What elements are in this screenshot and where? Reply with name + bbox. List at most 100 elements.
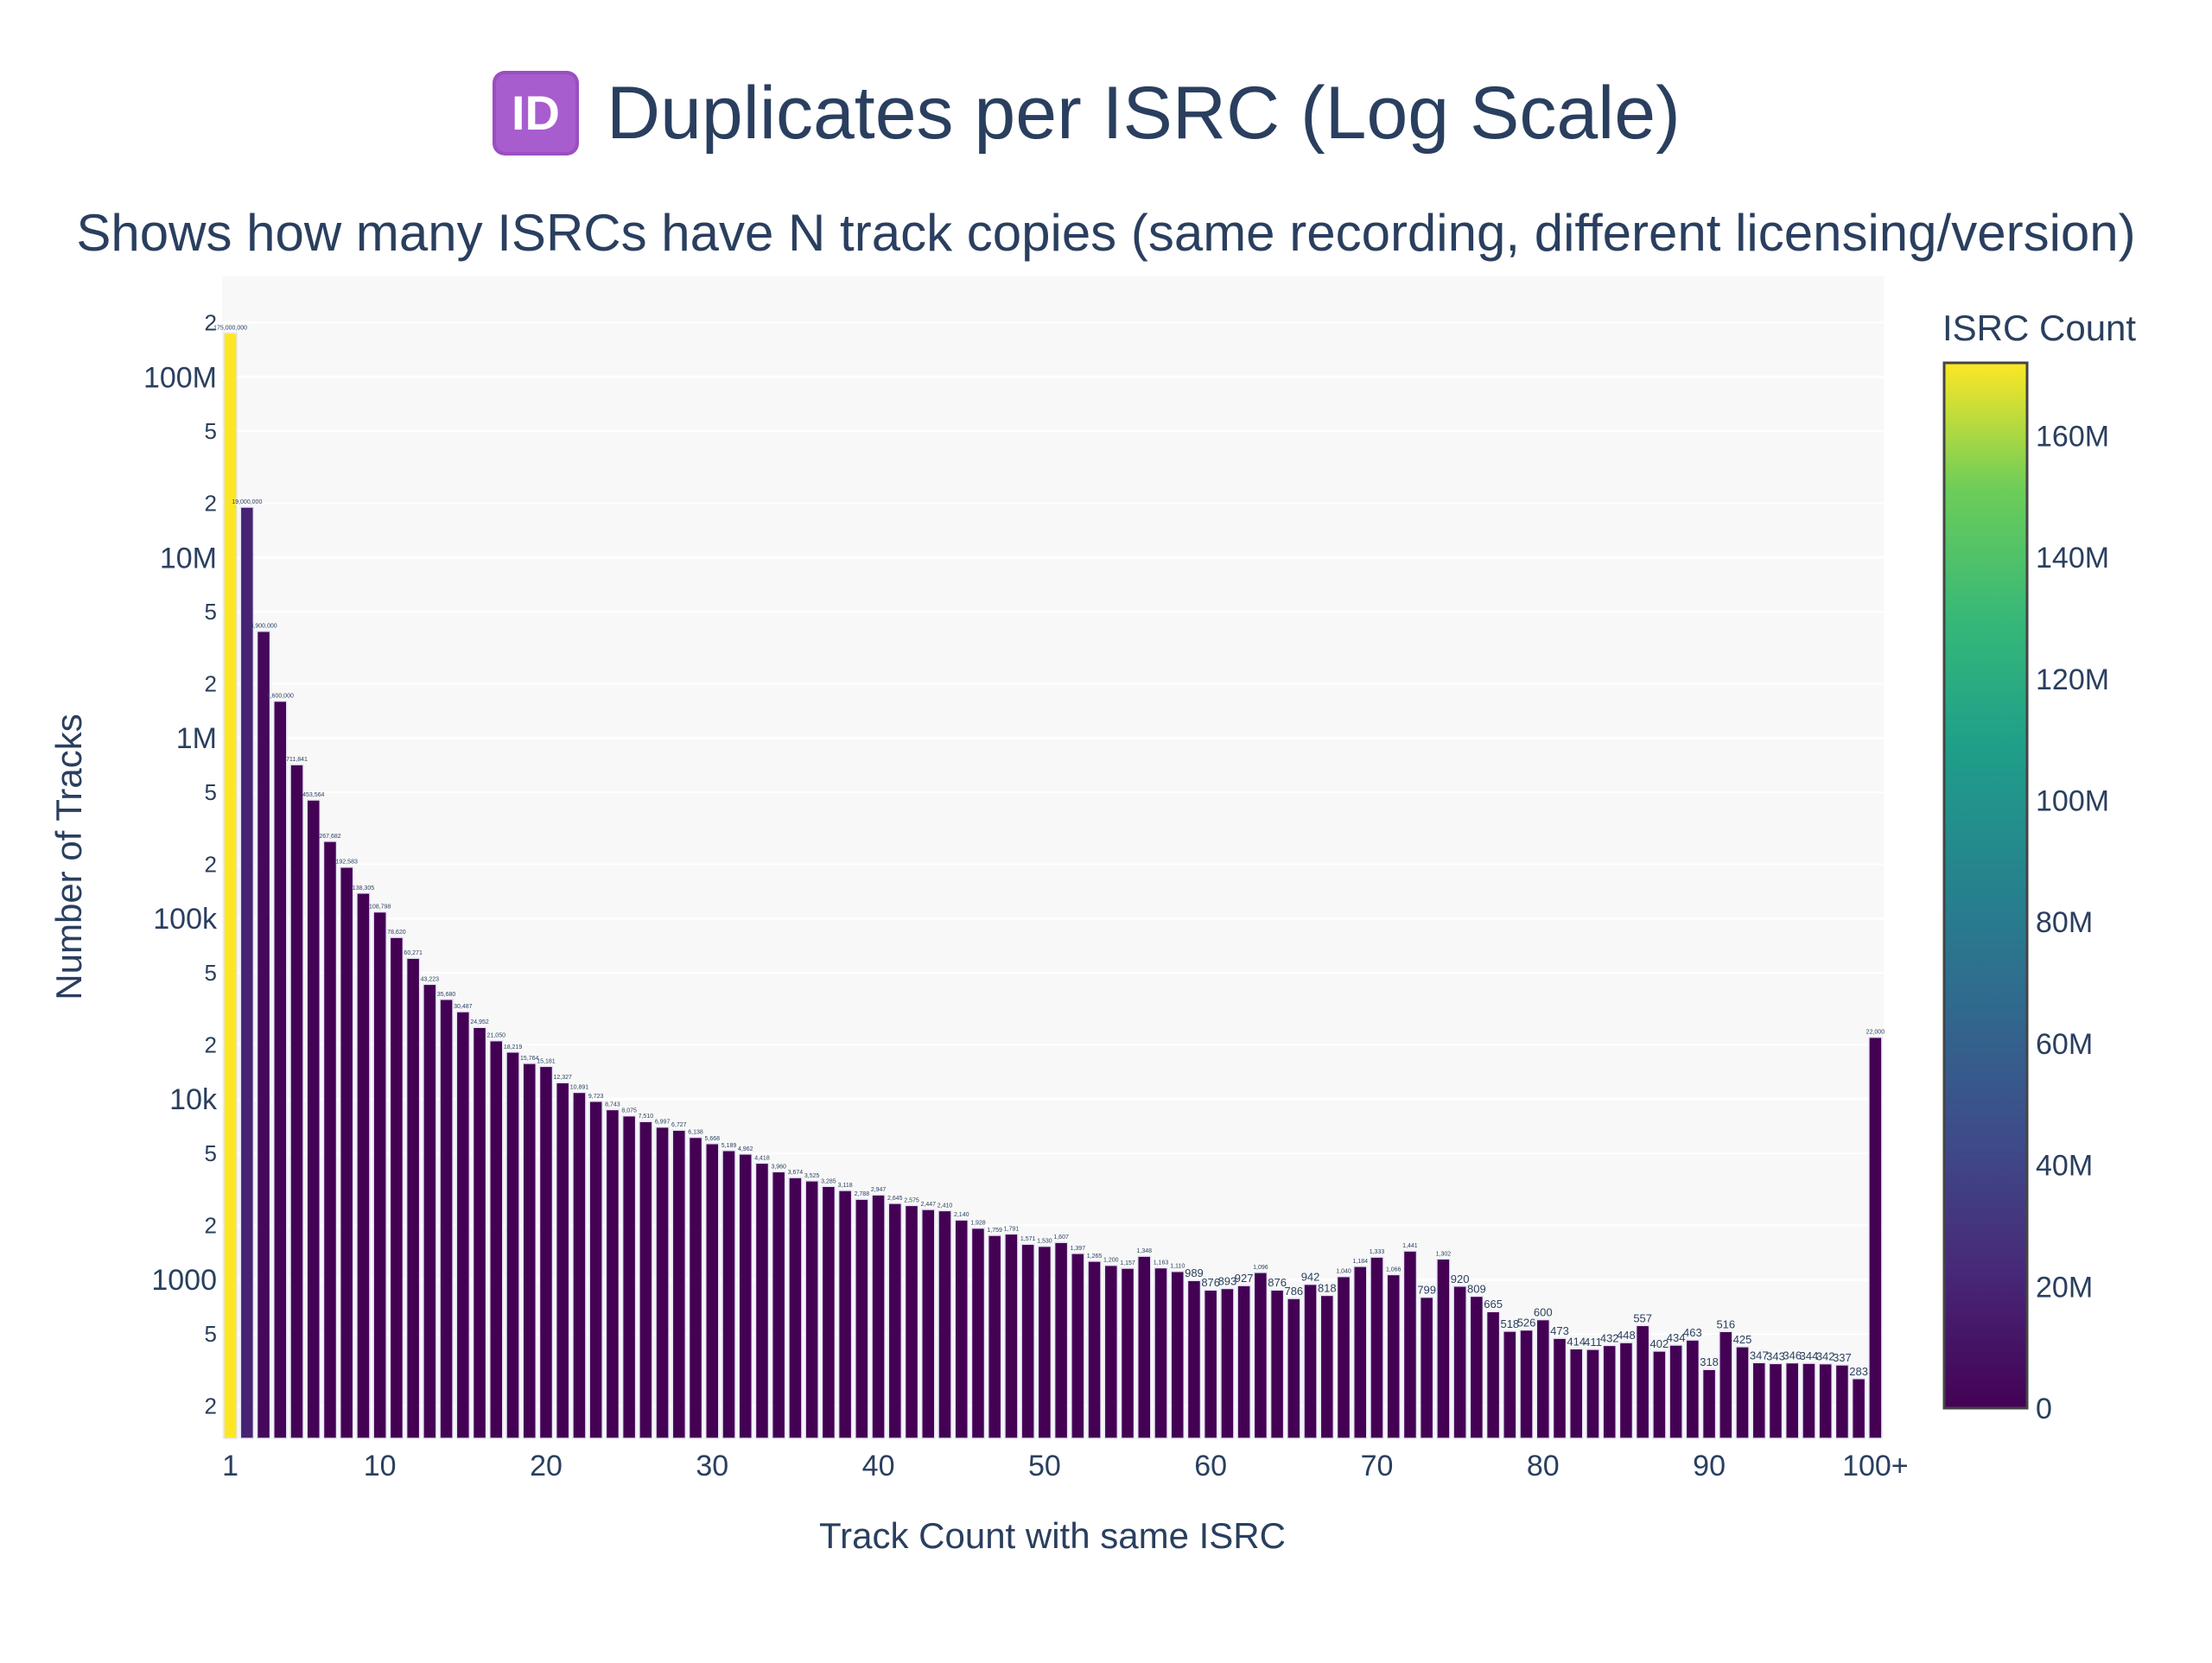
- y-tick-label: 10k: [169, 1083, 218, 1116]
- bar-2: [239, 506, 255, 1439]
- bar-41: [887, 1203, 903, 1439]
- plot-area: [222, 276, 1884, 1438]
- colorbar-tick-label: 120M: [2036, 663, 2109, 696]
- bar-value-label: 818: [1318, 1281, 1337, 1294]
- title-group: ID Duplicates per ISRC (Log Scale) Shows…: [76, 71, 2136, 262]
- bar-66: [1303, 1283, 1318, 1439]
- chart-title: Duplicates per ISRC (Log Scale): [607, 72, 1681, 155]
- colorbar-tick-label: 60M: [2036, 1028, 2093, 1061]
- y-tick-label: 5: [205, 779, 217, 805]
- bar-12: [405, 957, 421, 1439]
- bar-78: [1503, 1330, 1517, 1439]
- bar-17: [489, 1039, 504, 1439]
- bar-value-label: 22,000: [1866, 1030, 1885, 1036]
- colorbar-tick-label: 80M: [2036, 906, 2093, 939]
- bar-93: [1751, 1362, 1767, 1439]
- bar-value-label: 2,447: [921, 1202, 937, 1208]
- bar-value-label: 989: [1185, 1266, 1204, 1279]
- bar-value-label: 1,397: [1071, 1246, 1086, 1252]
- bar-96: [1802, 1362, 1816, 1439]
- bar-value-label: 1,163: [1154, 1260, 1169, 1266]
- y-axis-title: Number of Tracks: [48, 714, 89, 1000]
- y-tick-label: 5: [205, 599, 217, 625]
- bar-value-label: 343: [1766, 1349, 1785, 1362]
- bar-value-label: 318: [1700, 1355, 1719, 1368]
- bar-value-label: 4,418: [754, 1155, 770, 1161]
- bar-value-label: 35,680: [437, 992, 456, 998]
- bar-27: [655, 1126, 670, 1439]
- bar-value-label: 15,181: [537, 1058, 556, 1064]
- bar-77: [1485, 1311, 1501, 1439]
- bar-labels: 175,000,000 19,000,000 3,900,000 1,600,000 7…: [213, 325, 1885, 1377]
- bar-value-label: 1,791: [1004, 1226, 1020, 1232]
- x-tick-label: 80: [1527, 1450, 1560, 1482]
- bar-13: [423, 983, 437, 1439]
- bar-value-label: 19,000,000: [232, 499, 262, 505]
- bar-value-label: 15,764: [520, 1056, 539, 1062]
- bar-62: [1236, 1285, 1251, 1439]
- bar-value-label: 432: [1600, 1331, 1619, 1344]
- bar-value-label: 1,600,000: [267, 694, 294, 700]
- bar-75: [1452, 1285, 1467, 1439]
- bar-value-label: 1,530: [1037, 1239, 1052, 1245]
- bar-value-label: 342: [1816, 1350, 1835, 1363]
- bar-45: [954, 1219, 969, 1439]
- y-tick-label: 2: [205, 670, 217, 696]
- bar-22: [572, 1091, 587, 1439]
- bar-value-label: 1,200: [1103, 1258, 1119, 1264]
- colorbar-tick-label: 100M: [2036, 785, 2109, 818]
- bar-value-label: 411: [1584, 1336, 1602, 1349]
- bar-value-label: 21,050: [487, 1033, 506, 1039]
- bar-value-label: 516: [1716, 1317, 1735, 1330]
- y-axis: 2 5 1000 2 5 10k 2 5 100k 2 5 1M 2 5 10M 2 5 100M 2: [143, 309, 218, 1419]
- x-tick-label: 20: [530, 1450, 563, 1482]
- x-tick-label: 10: [364, 1450, 397, 1482]
- bar-94: [1768, 1362, 1783, 1439]
- bar-10: [372, 911, 387, 1439]
- bar-15: [455, 1011, 471, 1439]
- y-tick-label: 100M: [143, 361, 217, 394]
- bar-32: [738, 1153, 753, 1439]
- bar-97: [1818, 1362, 1833, 1439]
- y-tick-label: 2: [205, 309, 217, 335]
- bar-24: [605, 1108, 620, 1439]
- bar-3: [256, 630, 271, 1439]
- y-tick-label: 2: [205, 851, 217, 877]
- bar-28: [671, 1129, 687, 1439]
- bar-8: [339, 866, 354, 1439]
- bar-89: [1685, 1339, 1700, 1439]
- x-tick-label: 70: [1361, 1450, 1394, 1482]
- bar-86: [1635, 1324, 1650, 1439]
- bar-value-label: 2,575: [904, 1197, 919, 1203]
- bar-value-label: 1,759: [987, 1228, 1002, 1234]
- bar-90: [1701, 1368, 1717, 1439]
- bar-value-label: 1,441: [1402, 1243, 1418, 1249]
- bar-18: [505, 1051, 520, 1439]
- bar-value-label: 2,410: [938, 1203, 953, 1209]
- bar-100+: [1868, 1036, 1883, 1439]
- bar-85: [1618, 1342, 1634, 1439]
- bar-52: [1071, 1253, 1085, 1439]
- bar-48: [1004, 1233, 1019, 1439]
- bar-9: [356, 892, 371, 1439]
- bar-55: [1120, 1267, 1135, 1439]
- bar-33: [754, 1162, 770, 1439]
- bar-value-label: 927: [1235, 1272, 1254, 1285]
- bar-51: [1053, 1241, 1069, 1439]
- bar-value-label: 876: [1268, 1276, 1287, 1289]
- x-tick-label: 100+: [1842, 1450, 1909, 1482]
- bar-value-label: 6,727: [671, 1122, 687, 1128]
- bar-value-label: 337: [1833, 1351, 1852, 1364]
- bar-value-label: 3,285: [821, 1178, 836, 1184]
- bar-value-label: 711,841: [286, 757, 308, 763]
- y-tick-label: 2: [205, 1212, 217, 1238]
- bar-value-label: 10,891: [570, 1084, 589, 1090]
- bar-91: [1719, 1330, 1733, 1439]
- bar-63: [1253, 1272, 1268, 1439]
- bar-11: [389, 936, 404, 1439]
- y-tick-label: 5: [205, 960, 217, 986]
- bar-value-label: 1,928: [970, 1221, 986, 1227]
- bar-50: [1037, 1245, 1052, 1439]
- bar-26: [639, 1120, 653, 1439]
- bar-38: [837, 1190, 853, 1439]
